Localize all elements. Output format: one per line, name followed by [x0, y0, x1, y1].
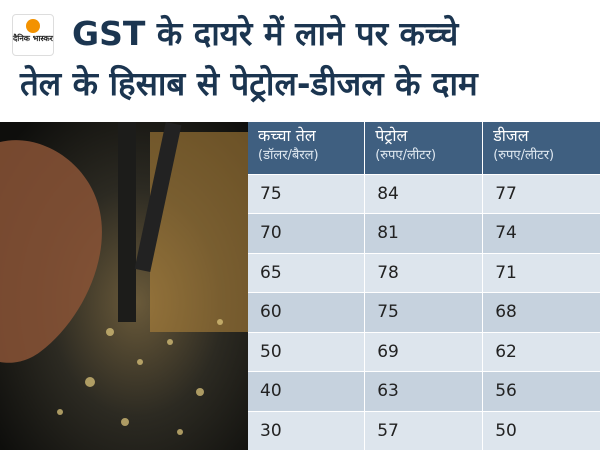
table-row: 50 69 62: [248, 331, 600, 372]
column-name: डीजल: [493, 126, 529, 145]
table-cell: 40: [248, 371, 365, 411]
table-cell: 50: [248, 331, 365, 372]
photo: [0, 122, 248, 450]
table-cell: 57: [364, 410, 483, 450]
table-cell: 60: [248, 292, 365, 332]
table-row: 30 57 50: [248, 410, 600, 450]
table-cell: 81: [364, 213, 483, 253]
table-cell: 30: [248, 410, 365, 450]
logo-sun: [26, 19, 40, 33]
header-row: कच्चा तेल (डॉलर/बैरल) पेट्रोल (रुपए/लीटर) डी…: [248, 122, 600, 174]
data-table: कच्चा तेल (डॉलर/बैरल) पेट्रोल (रुपए/लीटर) डी…: [248, 122, 600, 450]
table-cell: 75: [248, 173, 365, 214]
column-name: कच्चा तेल: [258, 126, 316, 145]
table-cell: 65: [248, 252, 365, 293]
column-unit: (डॉलर/बैरल): [258, 148, 319, 163]
table-row: 65 78 71: [248, 252, 600, 293]
title-line: GST के दायरे में लाने पर कच्चे: [72, 14, 459, 53]
column-unit: (रुपए/लीटर): [375, 148, 437, 163]
table-cell: 78: [364, 252, 483, 293]
table-cell: 69: [364, 331, 483, 372]
table-cell: 62: [482, 331, 600, 372]
table-cell: 71: [482, 252, 600, 293]
column-header: पेट्रोल (रुपए/लीटर): [364, 122, 483, 174]
table-cell: 75: [364, 292, 483, 332]
column-header: कच्चा तेल (डॉलर/बैरल): [248, 122, 365, 174]
header: दैनिक भास्कर GST के दायरे में लाने पर कच…: [0, 0, 600, 118]
table-cell: 56: [482, 371, 600, 411]
logo: दैनिक भास्कर: [12, 14, 54, 56]
column-name: पेट्रोल: [375, 126, 408, 145]
table-row: 40 63 56: [248, 371, 600, 411]
logo-text: दैनिक भास्कर: [13, 34, 53, 43]
table-cell: 84: [364, 173, 483, 214]
table-cell: 74: [482, 213, 600, 253]
table-cell: 68: [482, 292, 600, 332]
table-row: 70 81 74: [248, 213, 600, 253]
table-cell: 63: [364, 371, 483, 411]
table-row: 60 75 68: [248, 292, 600, 332]
title-line: तेल के हिसाब से पेट्रोल-डीजल के दाम: [20, 64, 478, 103]
table-cell: 70: [248, 213, 365, 253]
table-cell: 50: [482, 410, 600, 450]
table-row: 75 84 77: [248, 173, 600, 214]
column-header: डीजल (रुपए/लीटर): [482, 122, 600, 174]
column-unit: (रुपए/लीटर): [493, 148, 555, 163]
table-cell: 77: [482, 173, 600, 214]
